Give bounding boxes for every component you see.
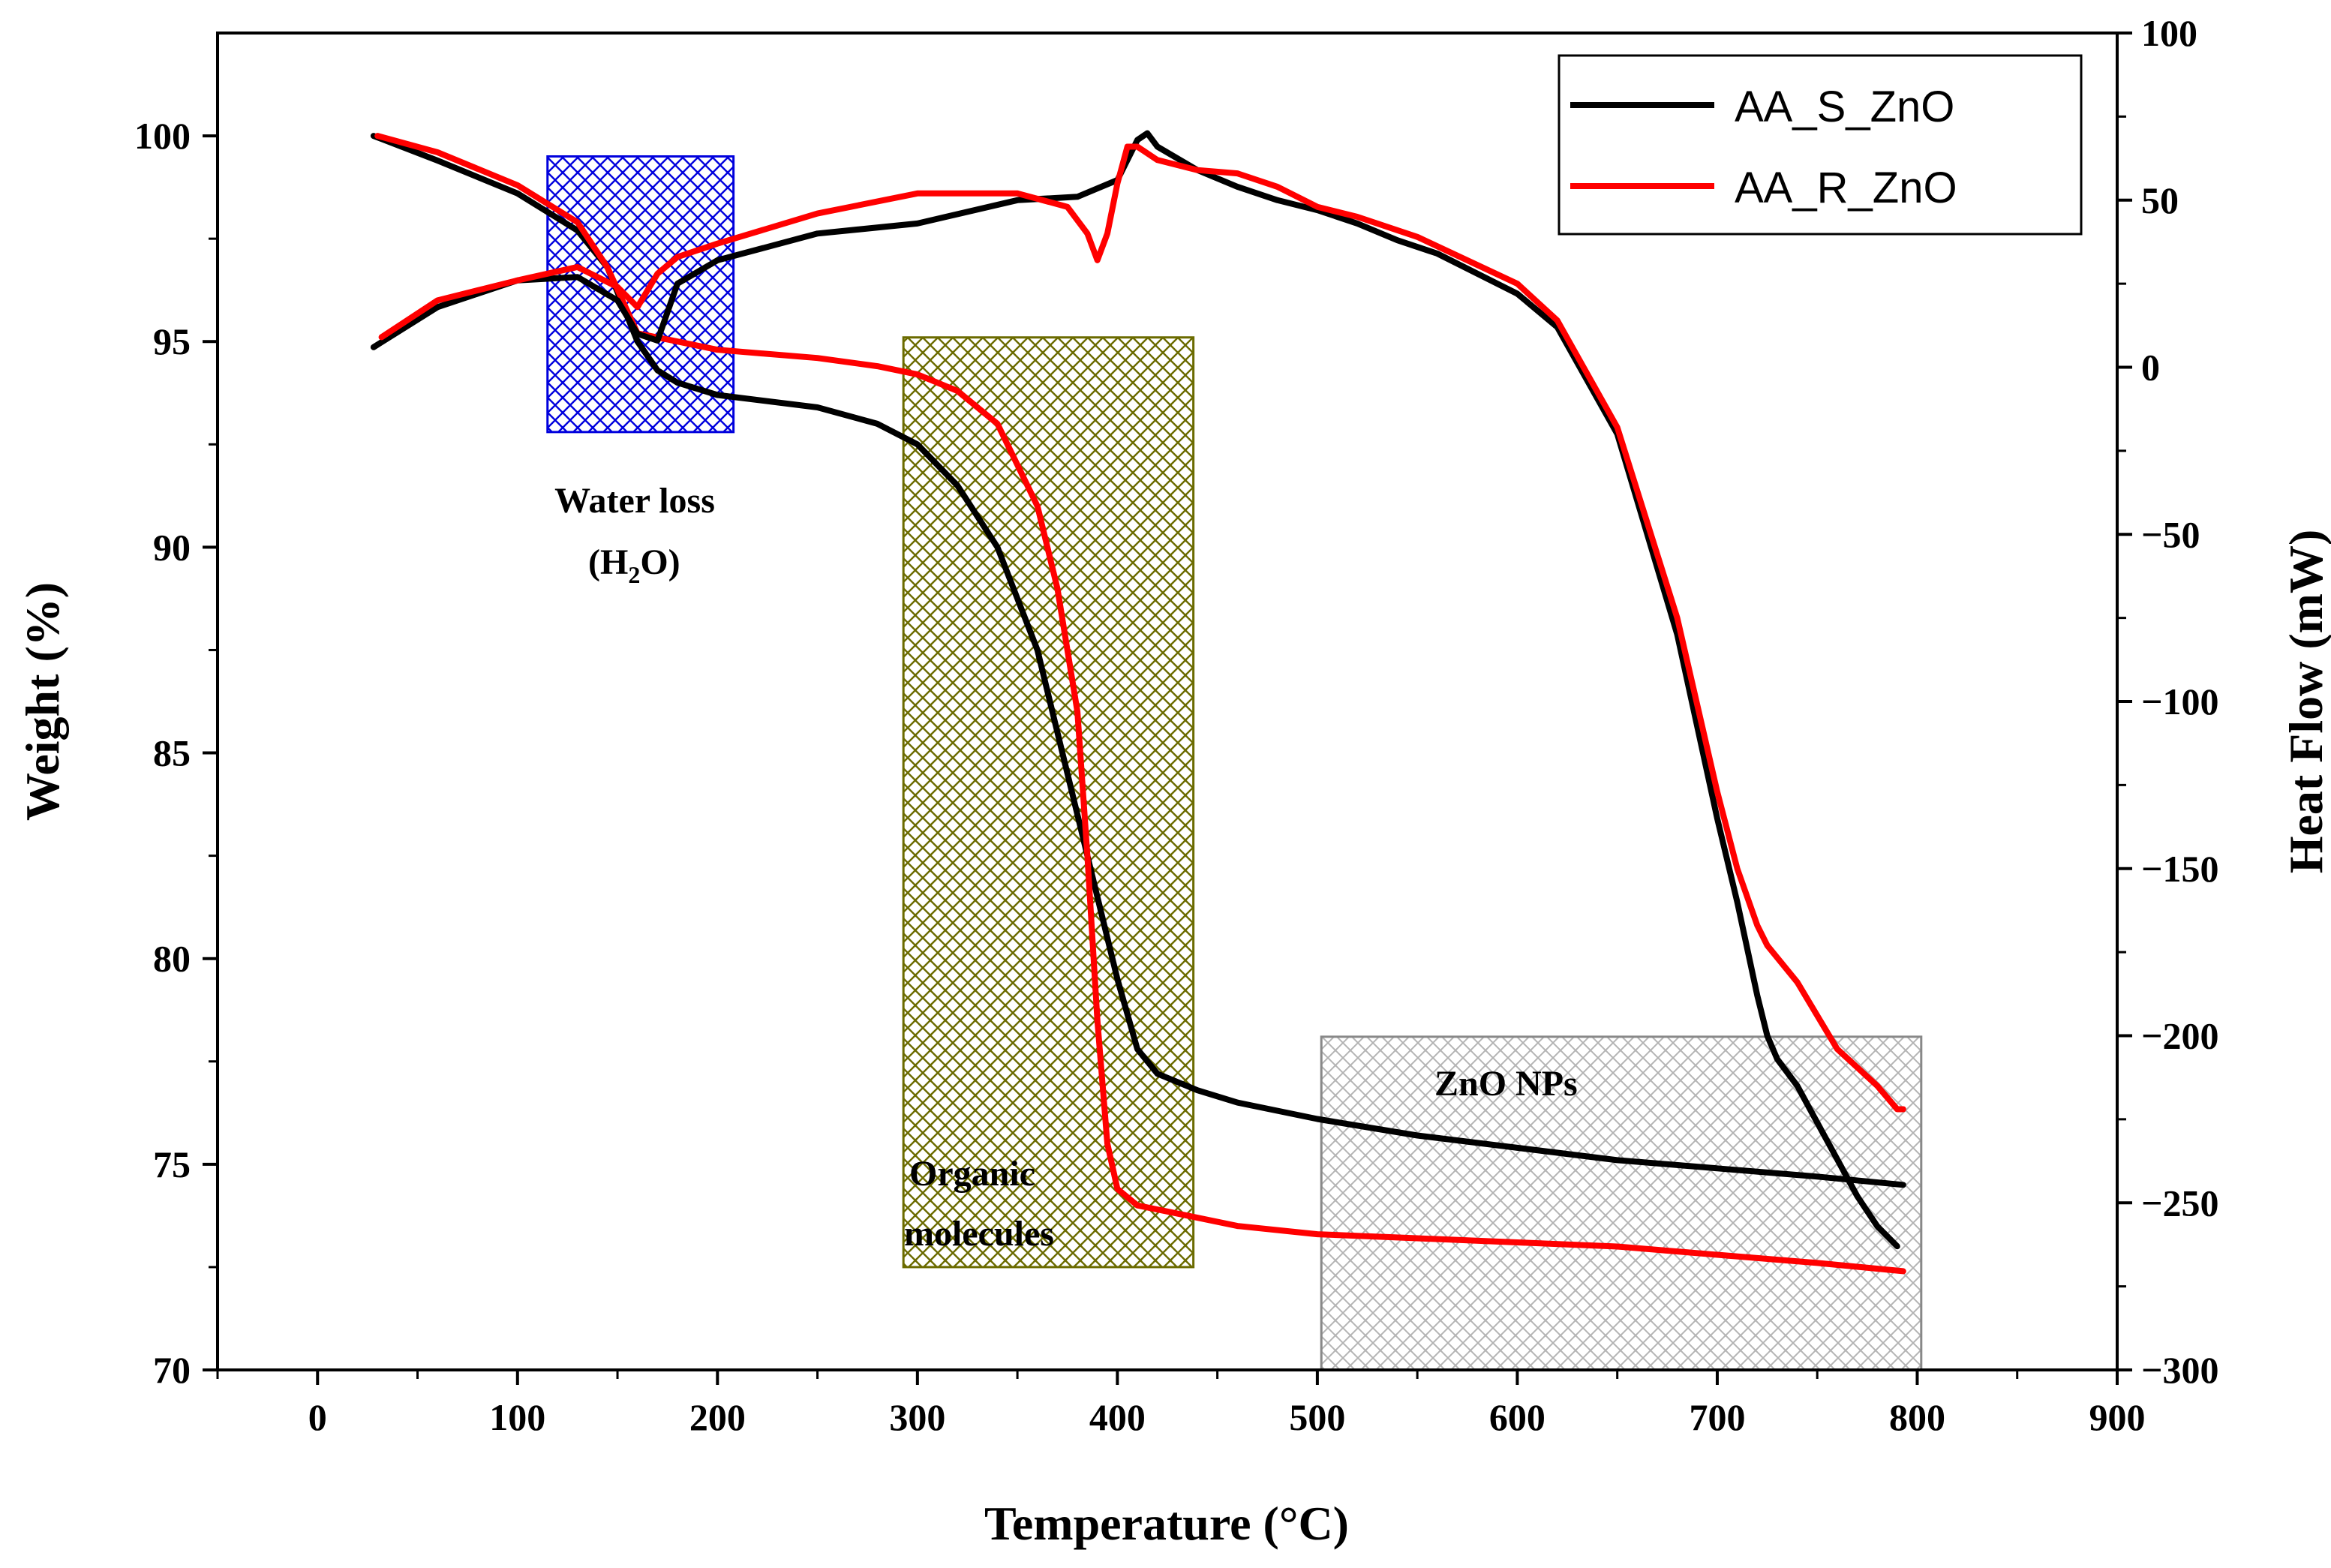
zno-nps-region	[1320, 1035, 1923, 1371]
y-right-tick-label: 50	[2141, 179, 2179, 221]
annotation-regions	[546, 155, 1923, 1371]
x-tick-label: 900	[2089, 1396, 2146, 1438]
x-tick-label: 800	[1889, 1396, 1945, 1438]
legend-label-aa-r-zno: AA_R_ZnO	[1735, 164, 1957, 212]
zno-nps-label: ZnO NPs	[1434, 1064, 1578, 1104]
organic-label: Organic	[909, 1154, 1035, 1194]
y-right-tick-label: 100	[2141, 12, 2197, 54]
y-left-tick-label: 70	[153, 1349, 191, 1391]
y-right-tick-label: −100	[2141, 680, 2219, 722]
series-line-aa-r-zno-heat-flow	[378, 143, 1906, 1113]
y-left-tick-label: 85	[153, 732, 191, 774]
y-right-tick-label: −150	[2141, 848, 2219, 890]
x-tick-label: 300	[889, 1396, 945, 1438]
y-left-tick-label: 80	[153, 938, 191, 980]
y-left-tick-label: 95	[153, 320, 191, 362]
water-chem-end: O)	[640, 542, 680, 582]
water-loss-region	[546, 155, 735, 434]
tick-layer: 0 100 200 300 400 500 600 700 800 900707580859095…	[134, 12, 2219, 1438]
legend-box	[1558, 54, 2083, 236]
y-left-tick-label: 75	[153, 1143, 191, 1185]
organic-label-line2: molecules	[904, 1214, 1054, 1254]
legend: AA_S_ZnO AA_R_ZnO	[1558, 54, 2083, 236]
y-axis-title-right: Heat Flow (mW)	[2279, 530, 2331, 874]
y-right-tick-label: 0	[2141, 347, 2160, 389]
water-chem-main: (H	[588, 542, 628, 582]
y-left-tick-label: 100	[134, 115, 191, 157]
legend-label-aa-s-zno: AA_S_ZnO	[1735, 83, 1954, 131]
y-right-tick-label: −250	[2141, 1182, 2219, 1224]
y-right-tick-label: −200	[2141, 1015, 2219, 1057]
water-loss-label: Water loss	[554, 481, 715, 521]
x-tick-label: 200	[689, 1396, 746, 1438]
series-layer	[370, 130, 1906, 1275]
water-chem-sub: 2	[628, 561, 640, 588]
y-axis-title-left: Weight (%)	[16, 582, 69, 821]
water-chem-label: (H2O)	[588, 542, 680, 588]
x-tick-label: 400	[1089, 1396, 1146, 1438]
x-tick-label: 0	[308, 1396, 327, 1438]
x-axis-title: Temperature (°C)	[984, 1497, 1349, 1550]
x-tick-label: 600	[1489, 1396, 1545, 1438]
y-left-tick-label: 90	[153, 526, 191, 568]
y-right-tick-label: −50	[2141, 513, 2200, 555]
series-line-aa-s-zno-heat-flow	[370, 130, 1900, 1250]
organic-molecules-region	[902, 336, 1195, 1269]
x-tick-label: 700	[1689, 1396, 1745, 1438]
y-right-tick-label: −300	[2141, 1349, 2219, 1391]
x-tick-label: 500	[1289, 1396, 1345, 1438]
x-tick-label: 100	[489, 1396, 545, 1438]
